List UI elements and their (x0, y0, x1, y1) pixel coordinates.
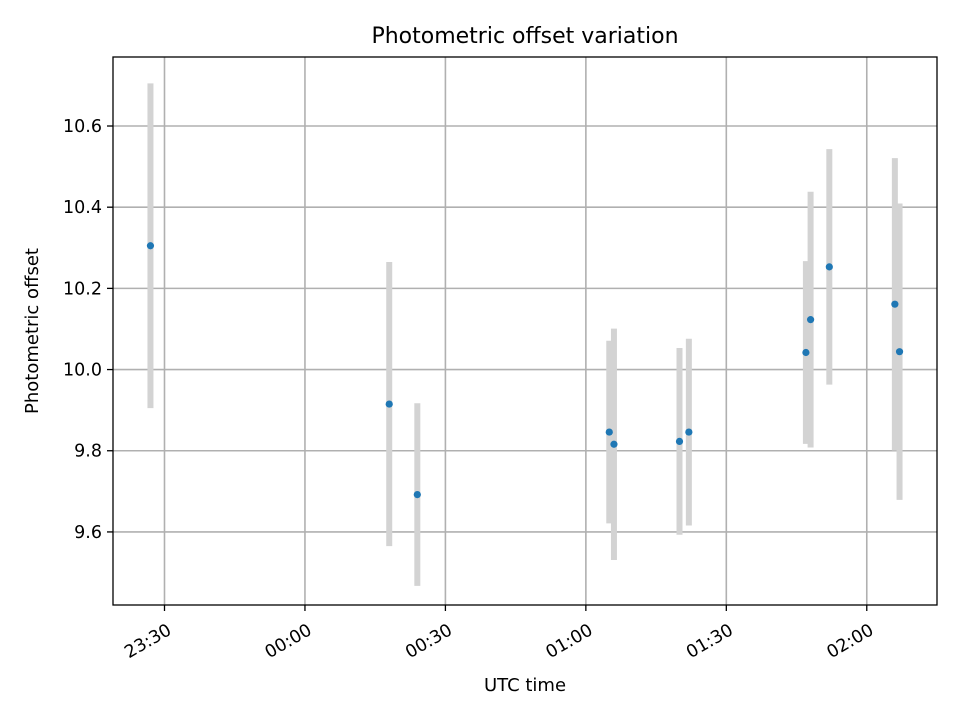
x-tick-label: 00:30 (402, 620, 456, 663)
data-points (146, 242, 904, 499)
data-point (685, 428, 693, 436)
error-bars (147, 83, 903, 586)
y-tick-label: 10.0 (63, 361, 102, 381)
data-point (413, 490, 421, 499)
x-axis-label: UTC time (484, 675, 566, 696)
x-tick-label: 01:00 (543, 620, 597, 663)
x-tick-label: 00:00 (262, 620, 316, 663)
chart-title: Photometric offset variation (371, 24, 678, 49)
data-point (825, 263, 833, 271)
data-point (891, 300, 899, 308)
data-point (895, 348, 904, 356)
y-tick-label: 10.4 (63, 198, 102, 218)
data-point (385, 400, 393, 408)
grid (113, 57, 937, 605)
x-tick-label: 01:30 (683, 620, 737, 663)
x-axis-ticks: 23:30 00:00 00:30 01:00 01:30 02:00 (121, 605, 877, 663)
data-point (605, 428, 613, 436)
y-tick-label: 10.6 (63, 117, 102, 137)
data-point (610, 440, 618, 448)
data-point (146, 242, 155, 250)
x-tick-label: 02:00 (824, 620, 878, 663)
y-tick-label: 10.2 (63, 279, 102, 299)
y-axis-ticks: 9.6 9.8 10.0 10.2 10.4 10.6 (63, 117, 113, 543)
x-tick-label: 23:30 (121, 620, 175, 663)
plot-frame (112, 56, 938, 606)
y-tick-label: 9.6 (74, 523, 102, 543)
data-point (675, 437, 684, 446)
y-axis-label: Photometric offset (22, 248, 43, 414)
data-point (806, 316, 815, 324)
y-tick-label: 9.8 (74, 442, 102, 462)
data-point (802, 348, 810, 357)
